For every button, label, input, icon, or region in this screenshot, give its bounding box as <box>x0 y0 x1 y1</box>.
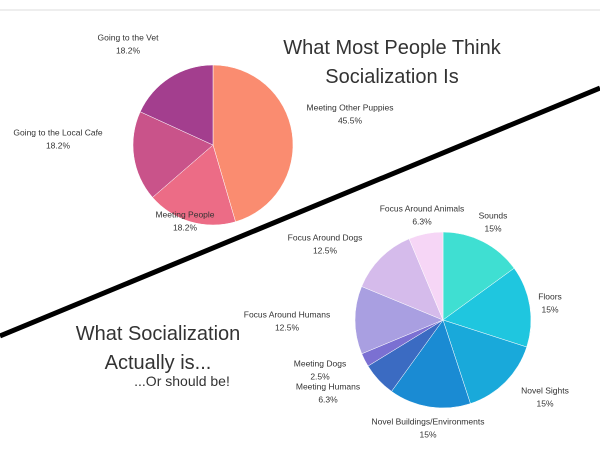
slice-value-label: 18.2% <box>116 45 141 55</box>
slice-value-label: 18.2% <box>46 140 71 150</box>
pie-slice <box>139 64 214 146</box>
pie-slice <box>442 231 515 321</box>
pie-slice <box>442 267 532 348</box>
slice-label: Going to the Local Cafe <box>13 127 103 137</box>
chart-title: What Socialization Actually is... <box>75 323 241 374</box>
slice-label: Floors <box>538 291 562 301</box>
chart-subtitle: ...Or should be! <box>134 373 230 389</box>
slice-value-label: 12.5% <box>313 245 338 255</box>
slice-value-label: 15% <box>536 398 553 408</box>
slice-label: Meeting Humans <box>296 381 360 391</box>
pie-slice <box>354 286 444 355</box>
slice-value-label: 6.3% <box>318 394 338 404</box>
slice-label: Focus Around Dogs <box>288 232 363 242</box>
divider <box>0 85 600 339</box>
pie-slice <box>212 64 294 223</box>
slice-value-label: 6.3% <box>412 216 432 226</box>
slice-value-label: 15% <box>484 223 501 233</box>
slice-label: Novel Buildings/Environments <box>372 416 485 426</box>
slice-value-label: 18.2% <box>173 222 198 232</box>
chart-title: What Most People Think Socialization Is <box>283 37 501 88</box>
slice-label: Novel Sights <box>521 385 569 395</box>
slice-label: Meeting Other Puppies <box>307 102 394 112</box>
pie-slice <box>361 238 444 321</box>
slice-label: Sounds <box>479 210 508 220</box>
slice-label: Meeting People <box>155 209 214 219</box>
pie-slice <box>391 319 471 409</box>
slice-value-label: 45.5% <box>338 115 363 125</box>
slice-value-label: 15% <box>541 304 558 314</box>
slice-value-label: 15% <box>419 429 436 439</box>
slice-label: Meeting Dogs <box>294 358 346 368</box>
pie-slice <box>442 319 528 404</box>
pie-slice <box>408 231 444 321</box>
pie-slice <box>152 144 236 226</box>
slice-label: Focus Around Animals <box>380 203 465 213</box>
slice-label: Going to the Vet <box>98 32 160 42</box>
slice-label: Focus Around Humans <box>244 309 330 319</box>
pie-slice <box>132 111 214 198</box>
slice-value-label: 2.5% <box>310 371 330 381</box>
slice-value-label: 12.5% <box>275 322 300 332</box>
